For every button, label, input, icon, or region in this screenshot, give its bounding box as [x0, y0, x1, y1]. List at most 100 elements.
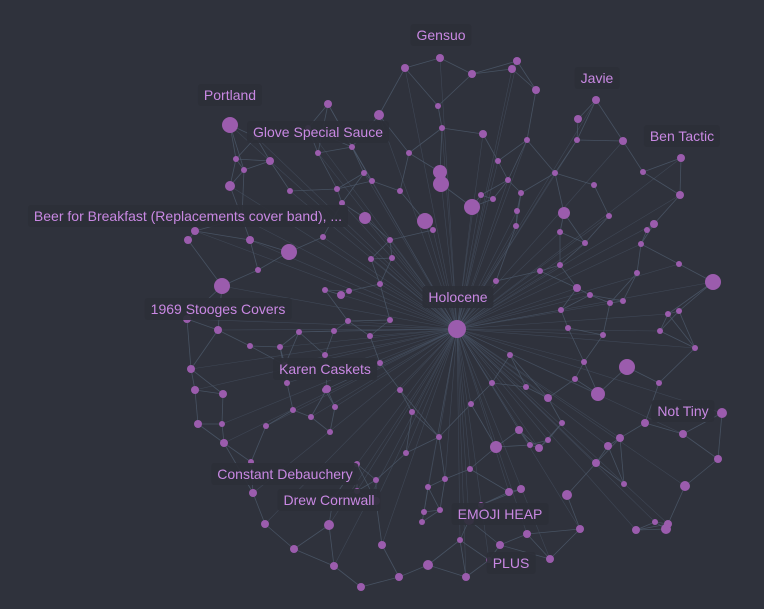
graph-node[interactable] — [425, 484, 431, 490]
graph-node[interactable] — [337, 291, 345, 299]
graph-node[interactable] — [457, 537, 463, 543]
graph-node[interactable] — [619, 137, 627, 145]
graph-node[interactable] — [574, 115, 582, 123]
graph-node[interactable] — [247, 343, 253, 349]
graph-node[interactable] — [430, 227, 436, 233]
graph-node[interactable] — [339, 200, 345, 206]
graph-node[interactable] — [545, 437, 551, 443]
graph-node[interactable] — [620, 298, 626, 304]
graph-node[interactable] — [277, 344, 283, 350]
graph-node[interactable] — [322, 287, 328, 293]
graph-node[interactable] — [436, 54, 444, 62]
graph-node[interactable] — [581, 359, 587, 365]
node-label-ben-tactic[interactable]: Ben Tactic — [643, 125, 721, 147]
graph-node[interactable] — [518, 190, 524, 196]
graph-node[interactable] — [377, 360, 383, 366]
graph-node[interactable] — [367, 333, 373, 339]
node-label-constant-debauchery[interactable]: Constant Debauchery — [211, 463, 359, 485]
node-label-javie[interactable]: Javie — [574, 67, 620, 89]
graph-node[interactable] — [327, 429, 333, 435]
graph-node[interactable] — [632, 526, 640, 534]
graph-node[interactable] — [308, 414, 314, 420]
graph-node[interactable] — [397, 188, 403, 194]
graph-node[interactable] — [600, 332, 606, 338]
graph-node[interactable] — [401, 64, 409, 72]
graph-node[interactable] — [537, 268, 543, 274]
graph-node[interactable] — [714, 455, 722, 463]
graph-node[interactable] — [322, 387, 328, 393]
graph-node[interactable] — [574, 137, 580, 143]
graph-node[interactable] — [621, 481, 627, 487]
graph-node[interactable] — [592, 459, 600, 467]
graph-node[interactable] — [368, 256, 374, 262]
graph-node[interactable] — [505, 177, 511, 183]
graph-node[interactable] — [493, 278, 499, 284]
graph-node[interactable] — [442, 476, 448, 482]
graph-node[interactable] — [524, 137, 530, 143]
node-label-glove-special-sauce[interactable]: Glove Special Sauce — [247, 121, 389, 143]
graph-node[interactable] — [377, 281, 383, 287]
graph-node[interactable] — [572, 376, 578, 382]
graph-node[interactable] — [462, 573, 470, 581]
graph-node[interactable] — [644, 227, 650, 233]
graph-node[interactable] — [331, 328, 337, 334]
graph-node[interactable] — [619, 359, 635, 375]
graph-node[interactable] — [717, 408, 727, 418]
graph-node[interactable] — [467, 466, 473, 472]
graph-node[interactable] — [437, 507, 443, 513]
graph-node[interactable] — [194, 420, 202, 428]
graph-node[interactable] — [513, 57, 521, 65]
graph-node[interactable] — [214, 326, 222, 334]
graph-node[interactable] — [676, 308, 682, 314]
graph-node[interactable] — [191, 227, 199, 235]
graph-node[interactable] — [478, 192, 484, 198]
graph-node[interactable] — [219, 421, 225, 427]
graph-node[interactable] — [508, 65, 516, 73]
graph-node[interactable] — [557, 229, 563, 235]
node-label-portland[interactable]: Portland — [197, 84, 263, 106]
graph-node[interactable] — [661, 524, 671, 534]
graph-node[interactable] — [373, 477, 379, 483]
graph-node[interactable] — [576, 525, 584, 533]
graph-node[interactable] — [397, 387, 403, 393]
graph-node[interactable] — [591, 387, 605, 401]
graph-node[interactable] — [652, 519, 658, 525]
graph-node[interactable] — [638, 241, 644, 247]
graph-node[interactable] — [464, 199, 480, 215]
node-label-plus[interactable]: PLUS — [486, 552, 536, 574]
node-label-drew-cornwall[interactable]: Drew Cornwall — [277, 489, 381, 511]
graph-node[interactable] — [544, 394, 552, 402]
graph-node[interactable] — [479, 130, 487, 138]
node-label-holocene[interactable]: Holocene — [422, 286, 494, 308]
graph-node[interactable] — [523, 530, 531, 538]
graph-node[interactable] — [349, 144, 355, 150]
graph-node[interactable] — [417, 213, 433, 229]
graph-node[interactable] — [374, 110, 384, 120]
graph-node[interactable] — [558, 307, 564, 313]
graph-node[interactable] — [517, 485, 525, 493]
graph-node[interactable] — [406, 150, 412, 156]
graph-node[interactable] — [263, 423, 269, 429]
graph-node[interactable] — [222, 117, 238, 133]
graph-node[interactable] — [692, 345, 698, 351]
graph-node[interactable] — [332, 404, 338, 410]
graph-node[interactable] — [249, 489, 257, 497]
graph-node[interactable] — [676, 191, 684, 199]
graph-node[interactable] — [676, 261, 682, 267]
graph-node[interactable] — [523, 384, 529, 390]
graph-node[interactable] — [241, 167, 247, 173]
graph-node[interactable] — [320, 234, 326, 240]
graph-node[interactable] — [389, 255, 395, 261]
graph-node[interactable] — [359, 212, 371, 224]
graph-node[interactable] — [607, 300, 613, 306]
graph-node[interactable] — [513, 223, 519, 229]
graph-node[interactable] — [361, 170, 367, 176]
graph-node[interactable] — [284, 380, 290, 386]
graph-node[interactable] — [281, 244, 297, 260]
graph-node[interactable] — [296, 329, 302, 335]
graph-node[interactable] — [369, 178, 375, 184]
graph-node[interactable] — [582, 240, 588, 246]
graph-node[interactable] — [395, 573, 403, 581]
